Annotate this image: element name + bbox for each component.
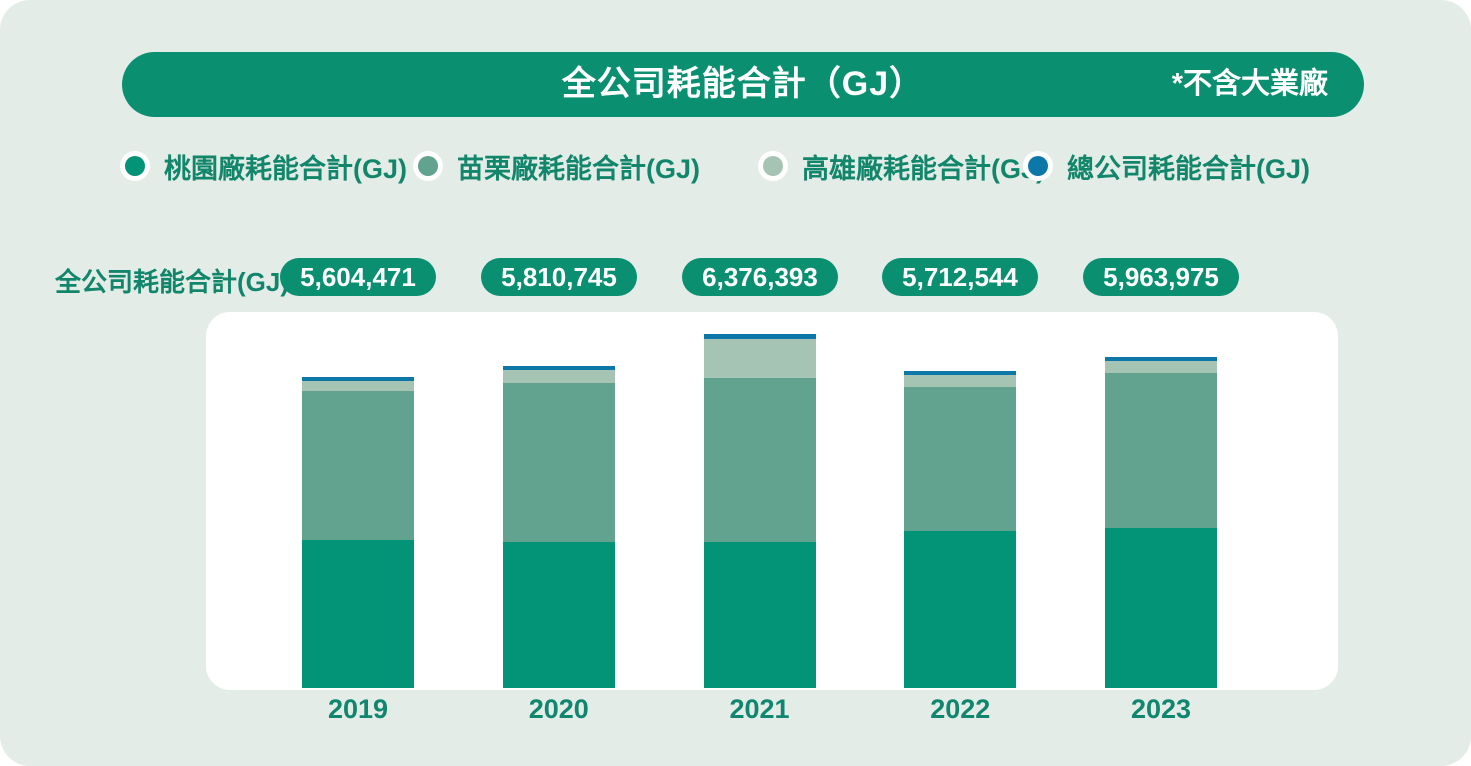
totals-row: 全公司耗能合計(GJ) 5,604,471 5,810,745 6,376,39… (0, 258, 1471, 298)
bar-segment-headquarters-2019 (302, 376, 414, 382)
bar-segment-kaohsiung-2021 (703, 339, 816, 379)
x-axis-label-2022: 2022 (930, 694, 991, 724)
bar-segment-taoyuan-2020 (502, 542, 615, 688)
bar-segment-headquarters-2022 (904, 370, 1017, 375)
bars-layer (206, 312, 1338, 690)
legend-item-headquarters: 總公司耗能合計(GJ) (1028, 150, 1310, 184)
legend-dot-icon (125, 156, 145, 176)
stacked-bar-2019 (302, 376, 414, 688)
total-value-pill-2021: 6,376,393 (682, 258, 838, 296)
x-axis-label-2021: 2021 (729, 694, 790, 724)
totals-row-label: 全公司耗能合計(GJ) (55, 267, 290, 297)
bar-segment-miaoli-2019 (302, 391, 414, 540)
x-axis-label-2019: 2019 (327, 694, 389, 724)
x-axis-label-2023: 2023 (1130, 694, 1192, 724)
bar-segment-kaohsiung-2023 (1105, 361, 1217, 373)
legend-label: 總公司耗能合計(GJ) (1067, 153, 1310, 184)
legend-item-taoyuan: 桃園廠耗能合計(GJ) (125, 150, 407, 184)
chart-title: 全公司耗能合計（GJ） (561, 65, 925, 103)
bar-segment-taoyuan-2022 (904, 530, 1017, 688)
legend-item-miaoli: 苗栗廠耗能合計(GJ) (418, 150, 700, 184)
total-value-pill-2023: 5,963,975 (1083, 258, 1239, 296)
stacked-bar-2022 (904, 370, 1017, 688)
legend-label: 苗栗廠耗能合計(GJ) (457, 153, 700, 184)
bar-segment-miaoli-2022 (904, 386, 1017, 531)
x-axis-label-2020: 2020 (528, 694, 589, 724)
total-value-pill-2019: 5,604,471 (280, 258, 436, 296)
bar-segment-kaohsiung-2022 (904, 374, 1017, 387)
stacked-bar-2021 (703, 334, 816, 688)
legend-label: 桃園廠耗能合計(GJ) (164, 153, 407, 184)
bar-segment-kaohsiung-2019 (302, 381, 414, 392)
stacked-bar-2020 (502, 365, 615, 688)
bar-segment-headquarters-2023 (1105, 357, 1217, 362)
legend-dot-icon (763, 156, 783, 176)
legend-dot-icon (1028, 156, 1048, 176)
legend-dot-icon (418, 156, 438, 176)
legend-label: 高雄廠耗能合計(GJ) (802, 153, 1045, 184)
bar-segment-kaohsiung-2020 (502, 369, 615, 383)
stacked-bar-2023 (1105, 357, 1217, 688)
x-axis-labels: 2019 2020 2021 2022 2023 (206, 694, 1338, 730)
legend-item-kaohsiung: 高雄廠耗能合計(GJ) (763, 150, 1045, 184)
bar-segment-headquarters-2020 (502, 365, 615, 370)
chart-plot-area (206, 312, 1338, 690)
total-value-pill-2020: 5,810,745 (481, 258, 637, 296)
total-value-pill-2022: 5,712,544 (882, 258, 1038, 296)
bar-segment-headquarters-2021 (703, 334, 816, 340)
bar-segment-taoyuan-2023 (1105, 528, 1217, 688)
bar-segment-taoyuan-2019 (302, 540, 414, 688)
bar-segment-miaoli-2021 (703, 378, 816, 542)
chart-title-banner: 全公司耗能合計（GJ） *不含大業廠 (122, 52, 1364, 117)
bar-segment-taoyuan-2021 (703, 542, 816, 688)
bar-segment-miaoli-2020 (502, 382, 615, 542)
chart-title-note: *不含大業廠 (1171, 68, 1328, 100)
bar-segment-miaoli-2023 (1105, 372, 1217, 529)
